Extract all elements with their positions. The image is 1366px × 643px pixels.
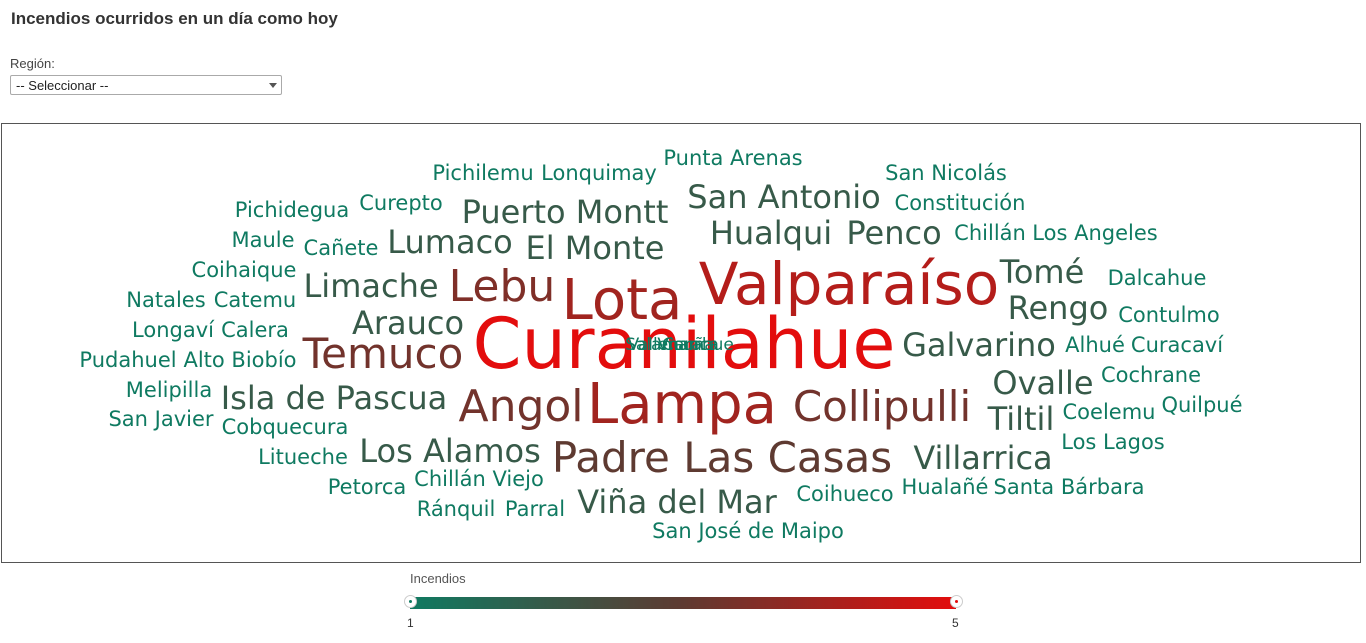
page-title: Incendios ocurridos en un día como hoy bbox=[11, 9, 338, 28]
word-cloud-word-limache[interactable]: Limache bbox=[303, 267, 439, 305]
word-cloud-word-los-lagos[interactable]: Los Lagos bbox=[1061, 429, 1165, 454]
word-cloud-word-lampa[interactable]: Lampa bbox=[587, 372, 777, 437]
word-cloud-word-maule[interactable]: Maule bbox=[231, 227, 295, 252]
word-cloud-word-san-antonio[interactable]: San Antonio bbox=[687, 178, 881, 216]
word-cloud-word-vina-del-mar[interactable]: Viña del Mar bbox=[577, 483, 777, 521]
word-cloud-word-constitucion[interactable]: Constitución bbox=[894, 190, 1026, 215]
region-label: Región: bbox=[10, 56, 55, 71]
word-cloud-word-san-javier[interactable]: San Javier bbox=[108, 406, 214, 431]
word-cloud-word-petorca[interactable]: Petorca bbox=[327, 474, 407, 499]
word-cloud-word-hualane[interactable]: Hualañé bbox=[901, 474, 989, 499]
word-cloud-word-quilpue[interactable]: Quilpué bbox=[1161, 392, 1243, 417]
word-cloud-word-punta-arenas[interactable]: Punta Arenas bbox=[663, 145, 803, 170]
word-cloud-word-lebu[interactable]: Lebu bbox=[448, 261, 556, 312]
region-select-value: -- Seleccionar -- bbox=[16, 78, 109, 93]
word-cloud-word-temuco[interactable]: Temuco bbox=[302, 329, 464, 378]
word-cloud-word-coihueco[interactable]: Coihueco bbox=[796, 481, 894, 506]
word-cloud-word-chillan-viejo[interactable]: Chillán Viejo bbox=[414, 466, 544, 491]
word-cloud-word-hualqui[interactable]: Hualqui bbox=[709, 214, 833, 252]
word-cloud-word-vallenar[interactable]: Vallenar bbox=[627, 334, 697, 355]
word-cloud-word-salamanca[interactable]: Salamanca bbox=[625, 334, 719, 355]
word-cloud-word-san-jose-de-maipo[interactable]: San José de Maipo bbox=[652, 518, 844, 543]
legend-min-handle[interactable] bbox=[404, 595, 417, 608]
legend-max-label: 5 bbox=[952, 616, 959, 630]
word-cloud-word-collipulli[interactable]: Collipulli bbox=[792, 382, 972, 431]
word-cloud-word-cochrane[interactable]: Cochrane bbox=[1100, 362, 1202, 387]
word-cloud-word-tome[interactable]: Tomé bbox=[999, 253, 1085, 291]
word-cloud-word-catemu[interactable]: Catemu bbox=[213, 287, 297, 312]
word-cloud-word-longavi[interactable]: Longaví bbox=[132, 317, 214, 342]
word-cloud-word-penco[interactable]: Penco bbox=[846, 214, 942, 252]
word-cloud-word-canete[interactable]: Cañete bbox=[303, 235, 379, 260]
word-cloud-word-litueche[interactable]: Litueche bbox=[258, 444, 348, 469]
word-cloud-word-padre-las-casas[interactable]: Padre Las Casas bbox=[551, 433, 893, 482]
word-cloud-word-santa-barbara[interactable]: Santa Bárbara bbox=[993, 474, 1145, 499]
word-cloud-word-el-monte[interactable]: El Monte bbox=[525, 229, 665, 267]
word-cloud-word-lonquimay[interactable]: Lonquimay bbox=[541, 160, 657, 185]
word-cloud-word-angol[interactable]: Angol bbox=[458, 381, 584, 432]
word-cloud-word-puerto-montt[interactable]: Puerto Montt bbox=[461, 193, 669, 231]
word-cloud-word-ovalle[interactable]: Ovalle bbox=[992, 364, 1094, 402]
word-cloud-word-natales[interactable]: Natales bbox=[126, 287, 206, 312]
word-cloud-word-curanilahue[interactable]: Curanilahue bbox=[472, 303, 896, 385]
word-cloud-word-lumaco[interactable]: Lumaco bbox=[387, 223, 513, 261]
word-cloud-word-villarrica[interactable]: Villarrica bbox=[913, 439, 1053, 477]
legend-title: Incendios bbox=[410, 571, 466, 586]
word-cloud-word-arauco[interactable]: Arauco bbox=[351, 304, 465, 342]
word-cloud-word-lota[interactable]: Lota bbox=[561, 268, 683, 333]
word-cloud-word-dalcahue[interactable]: Dalcahue bbox=[1107, 265, 1207, 290]
word-cloud-word-cobquecura[interactable]: Cobquecura bbox=[221, 414, 349, 439]
word-cloud-word-pudahuel[interactable]: Pudahuel bbox=[79, 347, 177, 372]
word-cloud-word-los-angeles[interactable]: Los Angeles bbox=[1032, 220, 1158, 245]
word-cloud-word-alto-biobio[interactable]: Alto Biobío bbox=[183, 347, 297, 372]
word-cloud: Curanilahue Valparaíso Lota Lampa Lebu Temuco… bbox=[1, 123, 1361, 563]
word-cloud-word-tiltil[interactable]: Tiltil bbox=[987, 400, 1055, 438]
word-cloud-word-alhue[interactable]: Alhué bbox=[1065, 332, 1125, 357]
word-cloud-word-parral[interactable]: Parral bbox=[504, 496, 566, 521]
word-cloud-word-curepto[interactable]: Curepto bbox=[359, 190, 443, 215]
legend-max-handle[interactable] bbox=[950, 595, 963, 608]
word-cloud-word-melipilla[interactable]: Melipilla bbox=[125, 377, 213, 402]
word-cloud-word-curacavi[interactable]: Curacaví bbox=[1130, 332, 1224, 357]
word-cloud-word-chillan[interactable]: Chillán bbox=[954, 220, 1026, 245]
word-cloud-word-rengo[interactable]: Rengo bbox=[1007, 289, 1109, 327]
word-cloud-word-coihaique[interactable]: Coihaique bbox=[191, 257, 297, 282]
word-cloud-word-ranquil[interactable]: Ránquil bbox=[416, 496, 496, 521]
word-cloud-word-pichidegua[interactable]: Pichidegua bbox=[234, 197, 350, 222]
word-cloud-word-san-nicolas[interactable]: San Nicolás bbox=[885, 160, 1007, 185]
chevron-down-icon bbox=[269, 83, 277, 88]
word-cloud-word-pichilemu[interactable]: Pichilemu bbox=[432, 160, 534, 185]
word-cloud-word-calera[interactable]: Calera bbox=[221, 317, 289, 342]
word-cloud-word-valparaiso[interactable]: Valparaíso bbox=[698, 250, 1000, 318]
word-cloud-word-galvarino[interactable]: Galvarino bbox=[902, 326, 1056, 364]
region-select[interactable]: -- Seleccionar -- bbox=[10, 75, 282, 95]
word-cloud-word-isla-de-pascua[interactable]: Isla de Pascua bbox=[220, 379, 448, 417]
word-cloud-word-vicuna[interactable]: Vicuña bbox=[657, 334, 715, 355]
word-cloud-word-carahue[interactable]: Carahue bbox=[662, 334, 734, 355]
word-cloud-word-coelemu[interactable]: Coelemu bbox=[1062, 399, 1156, 424]
word-cloud-word-los-alamos[interactable]: Los Alamos bbox=[359, 432, 541, 470]
legend-min-label: 1 bbox=[407, 616, 414, 630]
legend-gradient-bar bbox=[410, 597, 956, 609]
word-cloud-word-contulmo[interactable]: Contulmo bbox=[1118, 302, 1220, 327]
